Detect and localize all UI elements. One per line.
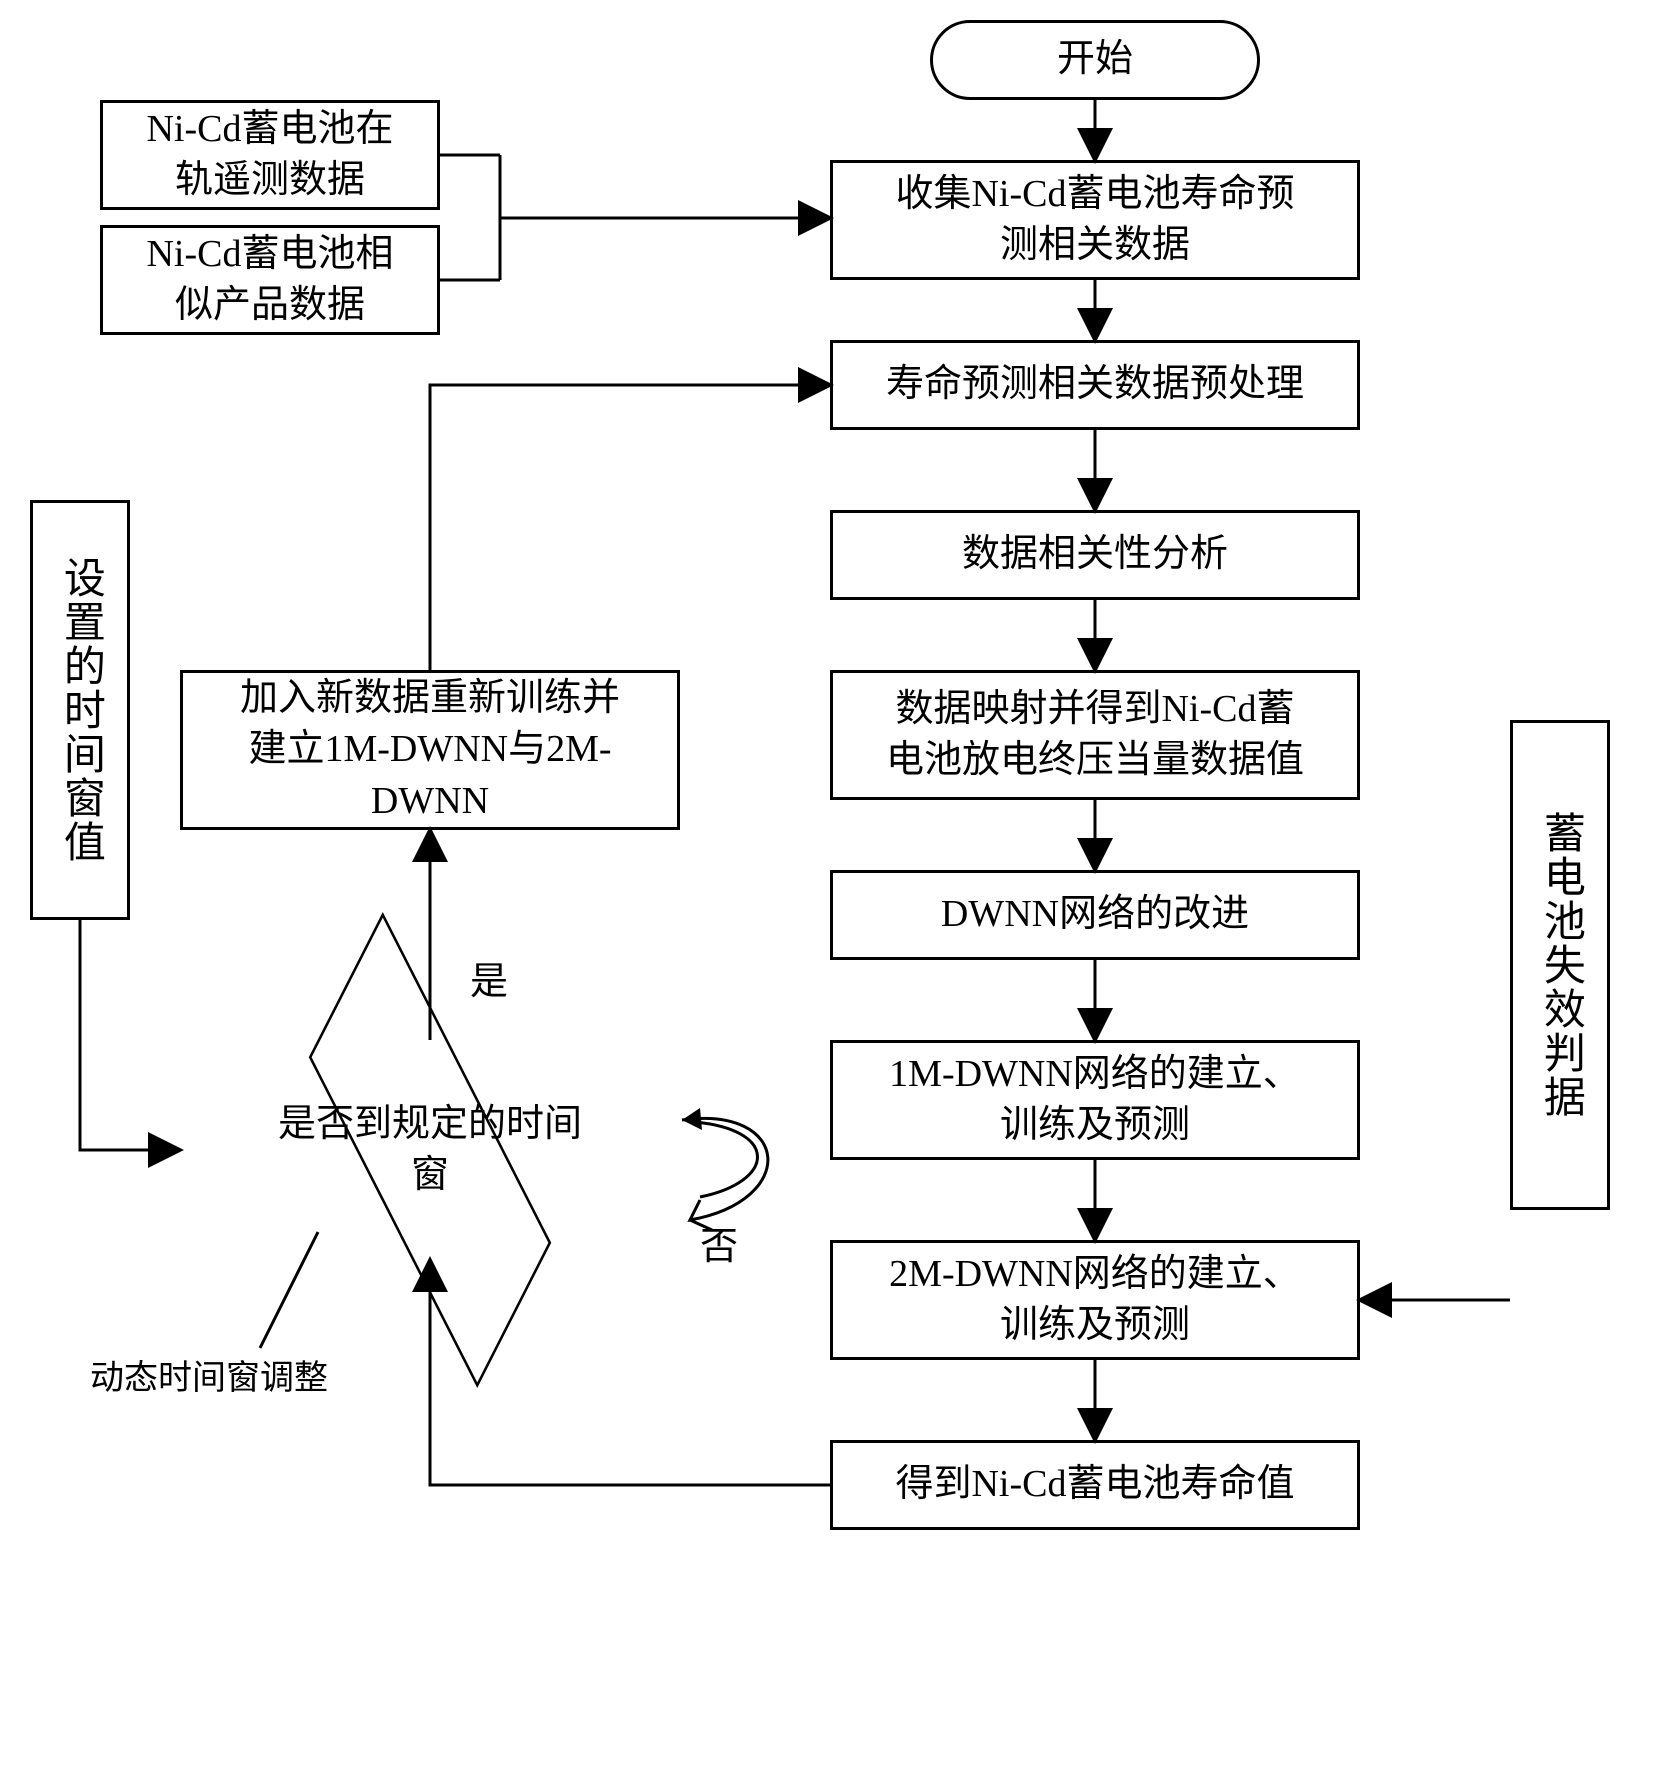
step-correlation-label: 数据相关性分析 (962, 529, 1228, 580)
step-1m-dwnn: 1M-DWNN网络的建立、 训练及预测 (830, 1040, 1360, 1160)
yes-label: 是 (470, 950, 508, 1005)
step-2m-dwnn-label: 2M-DWNN网络的建立、 训练及预测 (889, 1249, 1301, 1352)
side-left-time-window: 设置的时间窗值 (30, 500, 130, 920)
step-1m-dwnn-label: 1M-DWNN网络的建立、 训练及预测 (889, 1049, 1301, 1152)
decision-time-window: 是否到规定的时间 窗 (180, 1040, 680, 1260)
step-result: 得到Ni-Cd蓄电池寿命值 (830, 1440, 1360, 1530)
no-label: 否 (700, 1215, 738, 1270)
callout-dynamic-window: 动态时间窗调整 (90, 1350, 328, 1399)
retrain-box-label: 加入新数据重新训练并 建立1M-DWNN与2M- DWNN (240, 673, 620, 827)
step-2m-dwnn: 2M-DWNN网络的建立、 训练及预测 (830, 1240, 1360, 1360)
step-dwnn-improve: DWNN网络的改进 (830, 870, 1360, 960)
input-telemetry: Ni-Cd蓄电池在 轨遥测数据 (100, 100, 440, 210)
decision-label: 是否到规定的时间 窗 (278, 1099, 582, 1202)
input-telemetry-label: Ni-Cd蓄电池在 轨遥测数据 (146, 104, 393, 207)
step-collect-data-label: 收集Ni-Cd蓄电池寿命预 测相关数据 (895, 169, 1294, 272)
step-mapping-label: 数据映射并得到Ni-Cd蓄 电池放电终压当量数据值 (886, 684, 1304, 787)
side-right-failure: 蓄电池失效判据 (1510, 720, 1610, 1210)
step-correlation: 数据相关性分析 (830, 510, 1360, 600)
step-result-label: 得到Ni-Cd蓄电池寿命值 (895, 1459, 1294, 1510)
side-left-label: 设置的时间窗值 (43, 509, 117, 911)
flowchart-canvas: 开始 收集Ni-Cd蓄电池寿命预 测相关数据 寿命预测相关数据预处理 数据相关性… (0, 0, 1654, 1771)
input-similar-label: Ni-Cd蓄电池相 似产品数据 (146, 229, 393, 332)
step-dwnn-improve-label: DWNN网络的改进 (941, 889, 1249, 940)
start-node: 开始 (930, 20, 1260, 100)
start-label: 开始 (1057, 34, 1133, 85)
step-preprocess-label: 寿命预测相关数据预处理 (886, 359, 1304, 410)
input-similar: Ni-Cd蓄电池相 似产品数据 (100, 225, 440, 335)
step-collect-data: 收集Ni-Cd蓄电池寿命预 测相关数据 (830, 160, 1360, 280)
step-preprocess: 寿命预测相关数据预处理 (830, 340, 1360, 430)
side-right-label: 蓄电池失效判据 (1523, 729, 1597, 1201)
retrain-box: 加入新数据重新训练并 建立1M-DWNN与2M- DWNN (180, 670, 680, 830)
step-mapping: 数据映射并得到Ni-Cd蓄 电池放电终压当量数据值 (830, 670, 1360, 800)
